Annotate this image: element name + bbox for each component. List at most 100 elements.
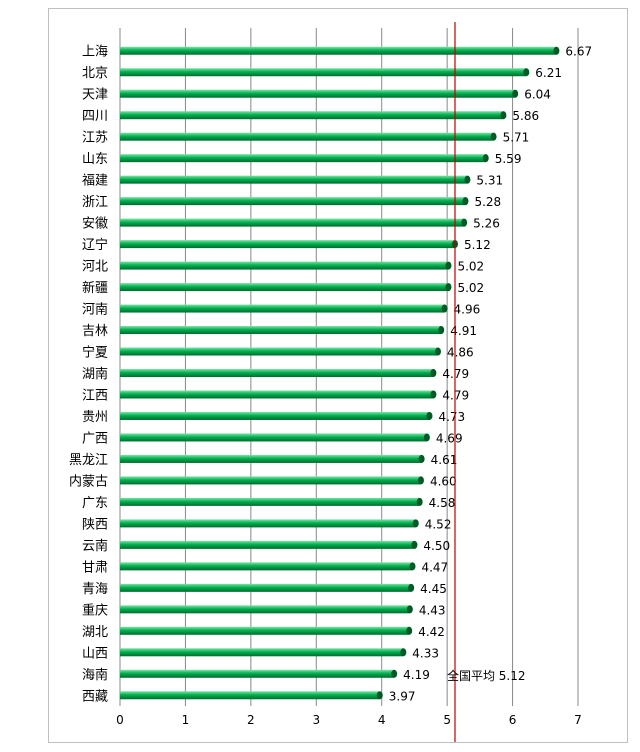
bar: [120, 111, 504, 120]
value-label: 4.47: [421, 560, 448, 574]
category-label: 北京: [82, 66, 108, 81]
category-label: 重庆: [82, 602, 108, 618]
value-label: 6.21: [535, 66, 562, 80]
bar-end-cap: [376, 691, 383, 700]
bar: [120, 347, 438, 356]
bar-end-cap: [418, 454, 425, 463]
bar: [120, 197, 466, 206]
bar-end-cap: [490, 132, 497, 141]
value-label: 4.86: [447, 346, 474, 360]
category-label: 山西: [82, 646, 108, 661]
value-label: 5.86: [512, 109, 539, 123]
category-label: 陕西: [82, 517, 108, 532]
labels: 0 1 2 3 4 5 6 7 上海 6.67 北京 6.21 天津 6.04 四川 5.86 江苏 5.71 山东…: [69, 45, 592, 727]
bar-end-cap: [416, 497, 423, 506]
bar: [120, 89, 516, 98]
value-label: 4.19: [403, 668, 430, 682]
category-label: 青海: [82, 582, 108, 597]
category-label: 西藏: [82, 689, 108, 704]
bar-end-cap: [438, 326, 445, 335]
category-label: 海南: [82, 667, 108, 683]
x-tick-label: 0: [116, 713, 124, 727]
category-label: 河南: [82, 302, 108, 318]
bar-end-cap: [423, 433, 430, 442]
bar: [120, 454, 422, 463]
category-label: 宁夏: [82, 345, 108, 361]
category-label: 新疆: [82, 280, 108, 296]
category-label: 内蒙古: [69, 473, 108, 489]
bar: [120, 583, 412, 592]
grid-lines: [119, 28, 579, 706]
bar: [120, 691, 380, 700]
national-average-label: 全国平均 5.12: [447, 668, 526, 683]
category-label: 黑龙江: [69, 453, 108, 468]
value-label: 5.71: [503, 131, 530, 145]
value-label: 4.79: [442, 388, 469, 402]
bar-end-cap: [445, 283, 452, 292]
bar-end-cap: [400, 648, 407, 657]
bar: [120, 669, 395, 678]
value-label: 5.59: [495, 152, 522, 166]
bar-end-cap: [445, 261, 452, 270]
bar-end-cap: [391, 669, 398, 678]
category-label: 甘肃: [82, 560, 108, 575]
bar: [120, 175, 468, 184]
bar: [120, 390, 434, 399]
bar: [120, 369, 434, 377]
value-label: 4.60: [430, 474, 457, 488]
bar-end-cap: [406, 605, 413, 614]
bar: [120, 497, 420, 506]
category-label: 天津: [82, 88, 108, 103]
value-label: 4.45: [420, 582, 447, 596]
value-label: 5.26: [473, 217, 500, 231]
bar-end-cap: [500, 111, 507, 120]
value-label: 5.12: [464, 238, 491, 252]
bar: [120, 626, 410, 635]
value-label: 6.67: [565, 45, 592, 59]
bar-end-cap: [426, 411, 433, 420]
category-label: 贵州: [82, 410, 108, 425]
value-label: 3.97: [389, 689, 416, 703]
value-label: 4.43: [419, 603, 446, 617]
x-tick-label: 3: [312, 713, 320, 727]
category-label: 湖北: [82, 625, 108, 640]
bar: [120, 433, 427, 442]
value-label: 4.91: [450, 324, 477, 338]
x-tick-label: 2: [247, 713, 255, 727]
bar-end-cap: [417, 476, 424, 485]
value-label: 5.02: [457, 260, 484, 274]
category-label: 浙江: [82, 195, 108, 210]
bar-end-cap: [462, 197, 469, 206]
bar: [120, 283, 449, 292]
value-label: 4.69: [436, 431, 463, 445]
value-label: 5.31: [476, 174, 503, 188]
value-label: 5.02: [457, 281, 484, 295]
bar-end-cap: [434, 347, 441, 356]
category-label: 山东: [82, 152, 108, 167]
value-label: 4.96: [454, 303, 481, 317]
bar: [120, 304, 445, 313]
category-label: 吉林: [82, 324, 108, 339]
value-label: 6.04: [524, 88, 551, 102]
value-label: 4.61: [431, 453, 458, 467]
bar: [120, 476, 421, 485]
bar-end-cap: [406, 626, 413, 635]
value-label: 5.28: [474, 195, 501, 209]
category-label: 上海: [82, 45, 108, 60]
bar: [120, 648, 404, 657]
bars: [120, 46, 560, 700]
bar-end-cap: [523, 68, 530, 77]
bar-end-cap: [430, 369, 437, 377]
value-label: 4.33: [412, 646, 439, 660]
bar-end-cap: [408, 583, 415, 592]
value-label: 4.58: [429, 496, 456, 510]
category-label: 江苏: [82, 130, 108, 146]
value-label: 4.73: [438, 410, 465, 424]
bar-end-cap: [430, 390, 437, 399]
x-tick-label: 6: [509, 713, 517, 727]
bar: [120, 540, 415, 549]
category-label: 安徽: [82, 217, 108, 232]
bar: [120, 562, 413, 571]
bar: [120, 326, 442, 335]
